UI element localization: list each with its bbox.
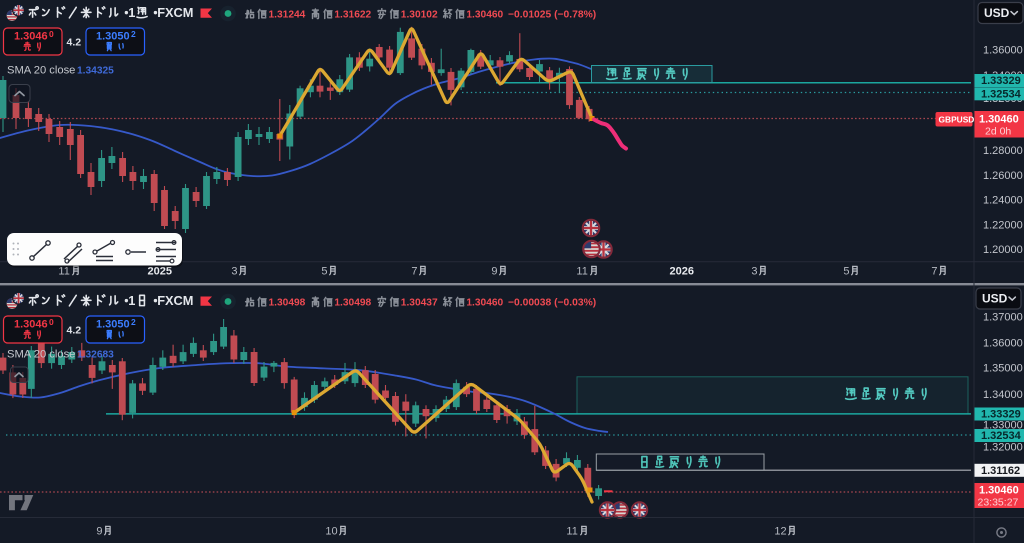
svg-text:11: 11 <box>566 526 577 538</box>
svg-text:FXCM: FXCM <box>157 5 193 20</box>
svg-text:1.37000: 1.37000 <box>983 312 1023 324</box>
svg-text:1.30437: 1.30437 <box>401 297 438 308</box>
svg-text:1.30498: 1.30498 <box>334 297 371 308</box>
svg-text:1.32534: 1.32534 <box>981 430 1022 442</box>
svg-text:9: 9 <box>491 266 497 278</box>
svg-text:5: 5 <box>321 266 327 278</box>
svg-text:1.30460: 1.30460 <box>979 114 1019 126</box>
svg-text:11: 11 <box>58 266 69 278</box>
svg-text:1.32000: 1.32000 <box>983 441 1023 453</box>
svg-text:1.30460: 1.30460 <box>979 485 1019 497</box>
svg-text:1.30460: 1.30460 <box>466 297 503 308</box>
svg-text:5: 5 <box>843 266 849 278</box>
svg-text:4.2: 4.2 <box>67 325 82 337</box>
svg-text:1.30460: 1.30460 <box>466 9 503 20</box>
svg-text:1.24000: 1.24000 <box>983 195 1023 207</box>
svg-text:2: 2 <box>131 29 136 39</box>
svg-text:2025: 2025 <box>148 266 172 278</box>
svg-text:1.30498: 1.30498 <box>269 297 306 308</box>
svg-text:12: 12 <box>774 526 786 538</box>
svg-text:SMA 20 close: SMA 20 close <box>7 65 75 77</box>
svg-text:1.28000: 1.28000 <box>983 145 1023 157</box>
svg-text:1.20000: 1.20000 <box>983 244 1023 256</box>
svg-text:1.35000: 1.35000 <box>983 362 1023 374</box>
svg-text:7: 7 <box>411 266 417 278</box>
svg-text:1.33329: 1.33329 <box>981 409 1021 421</box>
svg-text:GBPUSD: GBPUSD <box>939 114 975 124</box>
svg-text:7: 7 <box>931 266 937 278</box>
svg-text:3: 3 <box>751 266 757 278</box>
svg-text:2026: 2026 <box>670 266 694 278</box>
svg-text:1.32534: 1.32534 <box>981 89 1022 101</box>
svg-text:1.22000: 1.22000 <box>983 219 1023 231</box>
svg-text:1.33000: 1.33000 <box>983 419 1023 431</box>
svg-text:1: 1 <box>128 293 135 308</box>
svg-text:1.31622: 1.31622 <box>334 9 371 20</box>
svg-text:1.32683: 1.32683 <box>77 349 114 360</box>
svg-text:1.31244: 1.31244 <box>269 9 306 20</box>
svg-text:FXCM: FXCM <box>157 293 193 308</box>
svg-text:−0.01025 (−0.78%): −0.01025 (−0.78%) <box>508 9 596 20</box>
svg-text:1.3046: 1.3046 <box>14 31 48 43</box>
svg-text:1.3050: 1.3050 <box>96 31 130 43</box>
svg-text:11: 11 <box>576 266 587 278</box>
svg-text:2d 0h: 2d 0h <box>985 126 1011 138</box>
svg-text:1.3050: 1.3050 <box>96 319 130 331</box>
svg-text:0: 0 <box>49 29 54 39</box>
svg-text:1.30102: 1.30102 <box>401 9 438 20</box>
svg-text:1.3046: 1.3046 <box>14 319 48 331</box>
svg-text:USD: USD <box>982 292 1008 306</box>
svg-text:−0.00038 (−0.03%): −0.00038 (−0.03%) <box>508 297 596 308</box>
svg-text:1.33329: 1.33329 <box>981 75 1021 87</box>
svg-text:2: 2 <box>131 317 136 327</box>
svg-text:1.31162: 1.31162 <box>981 465 1020 477</box>
svg-text:1.34325: 1.34325 <box>77 65 114 76</box>
svg-text:USD: USD <box>984 6 1010 20</box>
svg-text:3: 3 <box>231 266 237 278</box>
svg-text:1: 1 <box>128 5 135 20</box>
svg-text:23:35:27: 23:35:27 <box>978 497 1019 509</box>
svg-text:1.34000: 1.34000 <box>983 389 1023 401</box>
svg-text:9: 9 <box>96 526 102 538</box>
svg-text:1.36000: 1.36000 <box>983 338 1023 350</box>
svg-text:10: 10 <box>325 526 337 538</box>
svg-text:1.36000: 1.36000 <box>983 44 1023 56</box>
svg-text:0: 0 <box>49 317 54 327</box>
svg-text:SMA 20 close: SMA 20 close <box>7 349 75 361</box>
svg-text:1.26000: 1.26000 <box>983 170 1023 182</box>
svg-text:4.2: 4.2 <box>67 37 82 49</box>
